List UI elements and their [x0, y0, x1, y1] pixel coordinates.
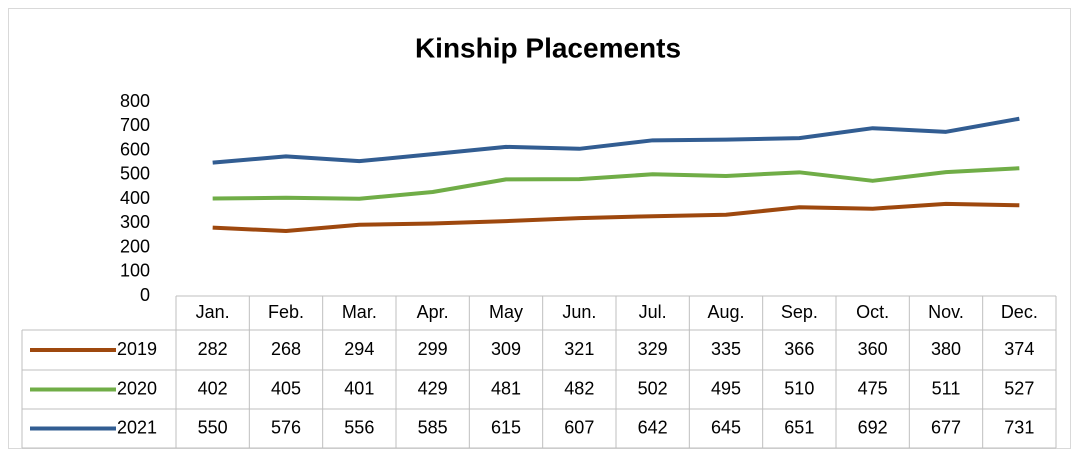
table-value: 550	[198, 417, 228, 437]
table-value: 556	[344, 417, 374, 437]
y-tick-label: 500	[120, 164, 150, 184]
table-value: 405	[271, 378, 301, 398]
legend-label: 2021	[117, 417, 157, 437]
table-value: 380	[931, 339, 961, 359]
table-value: 401	[344, 378, 374, 398]
table-value: 692	[858, 417, 888, 437]
table-value: 329	[638, 339, 668, 359]
table-value: 294	[344, 339, 374, 359]
table-value: 366	[784, 339, 814, 359]
y-tick-label: 300	[120, 212, 150, 232]
x-tick-label: Jun.	[562, 302, 596, 322]
table-value: 360	[858, 339, 888, 359]
x-tick-label: Feb.	[268, 302, 304, 322]
table-value: 607	[564, 417, 594, 437]
table-value: 651	[784, 417, 814, 437]
table-value: 502	[638, 378, 668, 398]
table-value: 527	[1004, 378, 1034, 398]
table-value: 429	[418, 378, 448, 398]
x-tick-label: May	[489, 302, 523, 322]
y-tick-label: 700	[120, 115, 150, 135]
series-line	[212, 201, 1020, 234]
y-tick-label: 200	[120, 236, 150, 256]
table-value: 576	[271, 417, 301, 437]
table-value: 642	[638, 417, 668, 437]
table-value: 374	[1004, 339, 1034, 359]
table-value: 321	[564, 339, 594, 359]
x-tick-label: Apr.	[417, 302, 449, 322]
table-value: 299	[418, 339, 448, 359]
legend-label: 2020	[117, 378, 157, 398]
table-value: 268	[271, 339, 301, 359]
chart-border	[8, 8, 1071, 449]
y-tick-label: 800	[120, 91, 150, 111]
table-value: 482	[564, 378, 594, 398]
x-tick-label: Jan.	[196, 302, 230, 322]
y-tick-label: 600	[120, 139, 150, 159]
table-value: 402	[198, 378, 228, 398]
table-value: 511	[932, 378, 961, 398]
table-value: 510	[784, 378, 814, 398]
table-value: 585	[418, 417, 448, 437]
table-value: 475	[858, 378, 888, 398]
x-tick-label: Nov.	[928, 302, 964, 322]
table-value: 615	[491, 417, 521, 437]
y-tick-label: 100	[120, 261, 150, 281]
y-tick-label: 400	[120, 188, 150, 208]
y-tick-label: 0	[140, 285, 150, 305]
table-value: 495	[711, 378, 741, 398]
x-tick-label: Dec.	[1001, 302, 1038, 322]
x-tick-label: Sep.	[781, 302, 818, 322]
x-tick-label: Aug.	[707, 302, 744, 322]
table-value: 335	[711, 339, 741, 359]
table-value: 309	[491, 339, 521, 359]
chart-title: Kinship Placements	[415, 32, 681, 63]
x-tick-label: Oct.	[856, 302, 889, 322]
series-line	[212, 166, 1020, 201]
legend-label: 2019	[117, 339, 157, 359]
x-tick-label: Mar.	[342, 302, 377, 322]
table-value: 282	[198, 339, 228, 359]
series-line	[212, 116, 1020, 165]
table-value: 481	[491, 378, 521, 398]
table-value: 677	[931, 417, 961, 437]
table-value: 645	[711, 417, 741, 437]
x-tick-label: Jul.	[639, 302, 667, 322]
table-value: 731	[1004, 417, 1034, 437]
